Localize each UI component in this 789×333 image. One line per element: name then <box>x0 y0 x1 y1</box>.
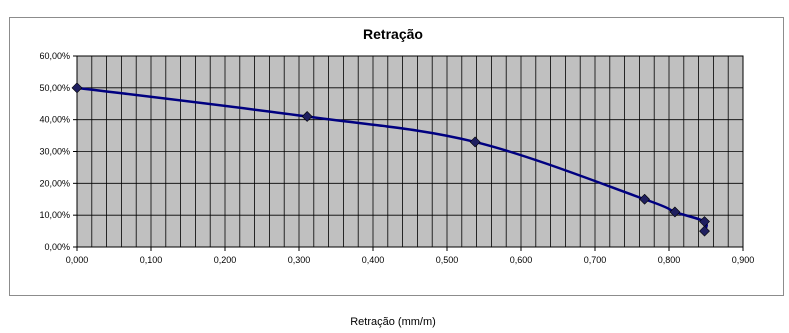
y-tick-label: 40,00% <box>39 115 70 125</box>
series-line <box>76 86 708 232</box>
x-tick-label: 0,700 <box>584 255 607 265</box>
data-point-marker <box>469 136 481 148</box>
data-point-marker <box>71 82 83 94</box>
y-tick-label: 30,00% <box>39 147 70 157</box>
x-tick-label: 0,900 <box>732 255 755 265</box>
series-markers <box>71 82 710 237</box>
y-tick-label: 60,00% <box>39 51 70 61</box>
data-point-marker <box>301 111 313 122</box>
x-tick-label: 0,400 <box>362 255 385 265</box>
x-tick-label: 0,300 <box>288 255 311 265</box>
grid-lines <box>76 55 744 248</box>
y-tick-label: 50,00% <box>39 83 70 93</box>
x-tick-label: 0,100 <box>140 255 163 265</box>
chart-title: Retração <box>363 26 423 42</box>
data-point-marker <box>699 225 710 237</box>
y-tick-label: 20,00% <box>39 178 70 188</box>
x-axis-label: Retração (mm/m) <box>350 316 436 328</box>
y-axis: 0,00% 10,00% 20,00% 30,00% 40,00% 50,00% 60,00… <box>39 51 77 252</box>
data-point-marker <box>639 193 651 205</box>
x-tick-label: 0,000 <box>66 255 89 265</box>
y-tick-label: 10,00% <box>39 210 70 220</box>
x-axis: 0,000 0,100 0,200 0,300 0,400 0,500 0,600 0,700… <box>66 247 755 265</box>
x-tick-label: 0,800 <box>658 255 681 265</box>
y-tick-label: 0,00% <box>44 242 70 252</box>
x-tick-label: 0,600 <box>510 255 533 265</box>
x-tick-label: 0,200 <box>214 255 237 265</box>
x-tick-label: 0,500 <box>436 255 459 265</box>
data-point-marker <box>669 206 681 218</box>
